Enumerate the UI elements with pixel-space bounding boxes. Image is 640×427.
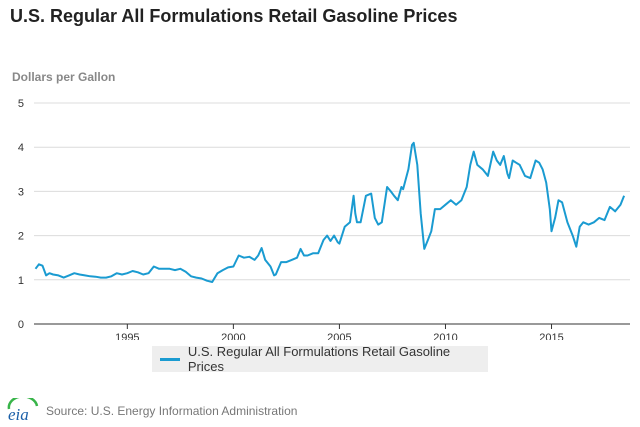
source-note: Source: U.S. Energy Information Administ… <box>46 404 298 418</box>
footer: eia Source: U.S. Energy Information Admi… <box>0 398 640 427</box>
x-tick-label: 2005 <box>327 332 351 340</box>
y-axis-label: Dollars per Gallon <box>12 70 116 84</box>
line-chart: 0 1 2 3 4 5 1995 2000 2005 2010 2015 <box>18 98 630 340</box>
y-tick-labels: 0 1 2 3 4 5 <box>18 98 24 331</box>
legend-label: U.S. Regular All Formulations Retail Gas… <box>187 344 451 374</box>
x-tick-label: 1995 <box>115 332 139 340</box>
y-tick-label: 1 <box>18 275 24 287</box>
y-tick-label: 5 <box>18 98 24 110</box>
y-tick-label: 3 <box>18 186 24 198</box>
x-tick-label: 2010 <box>433 332 457 340</box>
x-tick-label: 2000 <box>221 332 245 340</box>
x-axis: 1995 2000 2005 2010 2015 <box>34 323 630 340</box>
x-tick-label: 2015 <box>539 332 563 340</box>
gridlines <box>34 102 630 281</box>
chart-title: U.S. Regular All Formulations Retail Gas… <box>10 6 458 26</box>
eia-logo: eia <box>7 398 39 424</box>
legend-swatch <box>160 357 180 361</box>
y-tick-label: 4 <box>18 142 24 154</box>
legend[interactable]: U.S. Regular All Formulations Retail Gas… <box>152 344 488 374</box>
y-tick-label: 0 <box>18 319 24 331</box>
eia-logo-text: eia <box>8 405 29 424</box>
series-line <box>34 141 626 283</box>
series-group <box>34 141 626 283</box>
y-tick-label: 2 <box>18 231 24 243</box>
